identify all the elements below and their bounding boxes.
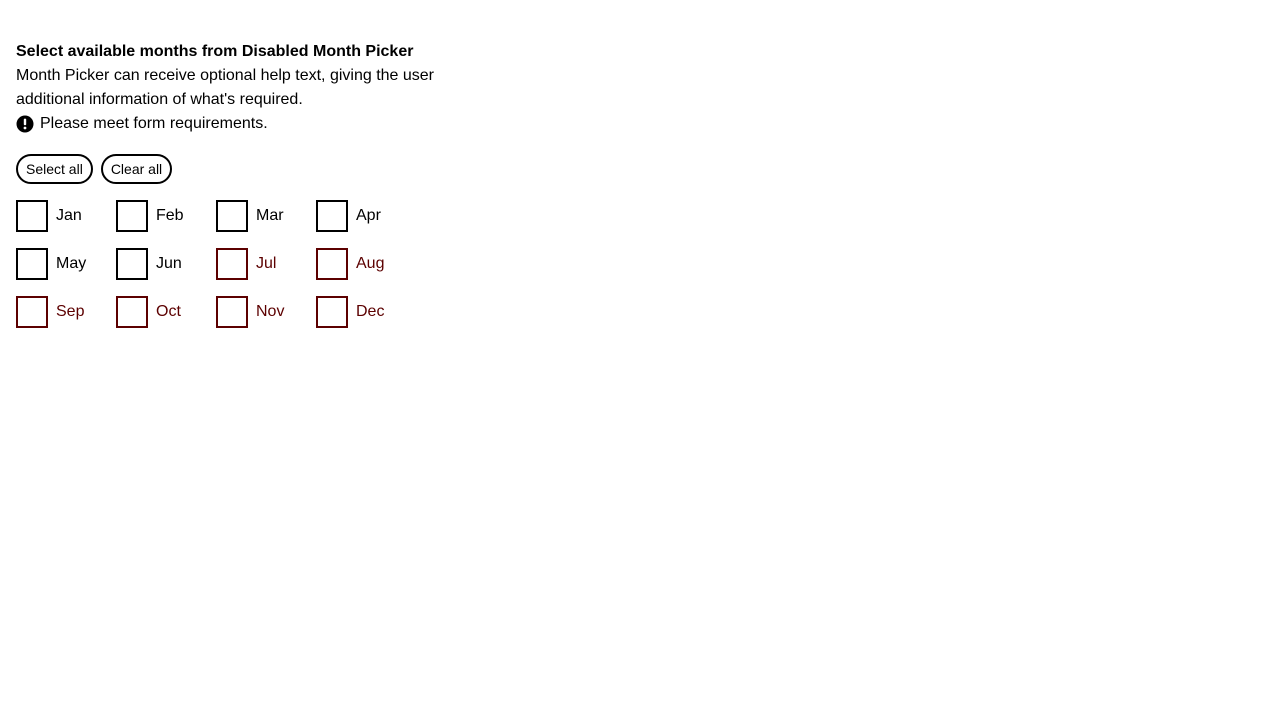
checkbox-disabled xyxy=(316,296,348,328)
month-option-may[interactable]: May xyxy=(16,248,116,280)
help-text: Month Picker can receive optional help t… xyxy=(16,67,435,108)
month-picker: Select available months from Disabled Mo… xyxy=(16,40,486,328)
month-grid: Jan Feb Mar Apr May Jun Jul Aug xyxy=(16,200,486,328)
month-option-jul: Jul xyxy=(216,248,316,280)
checkbox[interactable] xyxy=(216,200,248,232)
checkbox-disabled xyxy=(216,296,248,328)
bulk-actions: Select all Clear all xyxy=(16,154,486,184)
month-option-feb[interactable]: Feb xyxy=(116,200,216,232)
exclamation-circle-icon xyxy=(16,115,34,133)
month-option-jan[interactable]: Jan xyxy=(16,200,116,232)
select-all-button[interactable]: Select all xyxy=(16,154,93,184)
month-picker-title: Select available months from Disabled Mo… xyxy=(16,43,414,60)
month-option-oct: Oct xyxy=(116,296,216,328)
month-label: Aug xyxy=(356,255,385,272)
month-option-dec: Dec xyxy=(316,296,416,328)
month-option-nov: Nov xyxy=(216,296,316,328)
month-option-apr[interactable]: Apr xyxy=(316,200,416,232)
month-label: Mar xyxy=(256,207,284,224)
month-option-aug: Aug xyxy=(316,248,416,280)
month-label: Jun xyxy=(156,255,182,272)
checkbox-disabled xyxy=(116,296,148,328)
checkbox[interactable] xyxy=(116,248,148,280)
error-text: Please meet form requirements. xyxy=(40,115,268,132)
month-label: Feb xyxy=(156,207,184,224)
month-label: Jan xyxy=(56,207,82,224)
checkbox[interactable] xyxy=(16,200,48,232)
error-message: Please meet form requirements. xyxy=(16,112,486,136)
month-label: Oct xyxy=(156,303,181,320)
month-label: Dec xyxy=(356,303,385,320)
month-label: Jul xyxy=(256,255,277,272)
month-option-jun[interactable]: Jun xyxy=(116,248,216,280)
checkbox-disabled xyxy=(16,296,48,328)
month-label: Nov xyxy=(256,303,285,320)
checkbox-disabled xyxy=(216,248,248,280)
month-label: Sep xyxy=(56,303,85,320)
checkbox-disabled xyxy=(316,248,348,280)
month-option-mar[interactable]: Mar xyxy=(216,200,316,232)
month-option-sep: Sep xyxy=(16,296,116,328)
month-label: Apr xyxy=(356,207,381,224)
checkbox[interactable] xyxy=(16,248,48,280)
clear-all-button[interactable]: Clear all xyxy=(100,154,173,184)
month-label: May xyxy=(56,255,87,272)
checkbox[interactable] xyxy=(316,200,348,232)
checkbox[interactable] xyxy=(116,200,148,232)
